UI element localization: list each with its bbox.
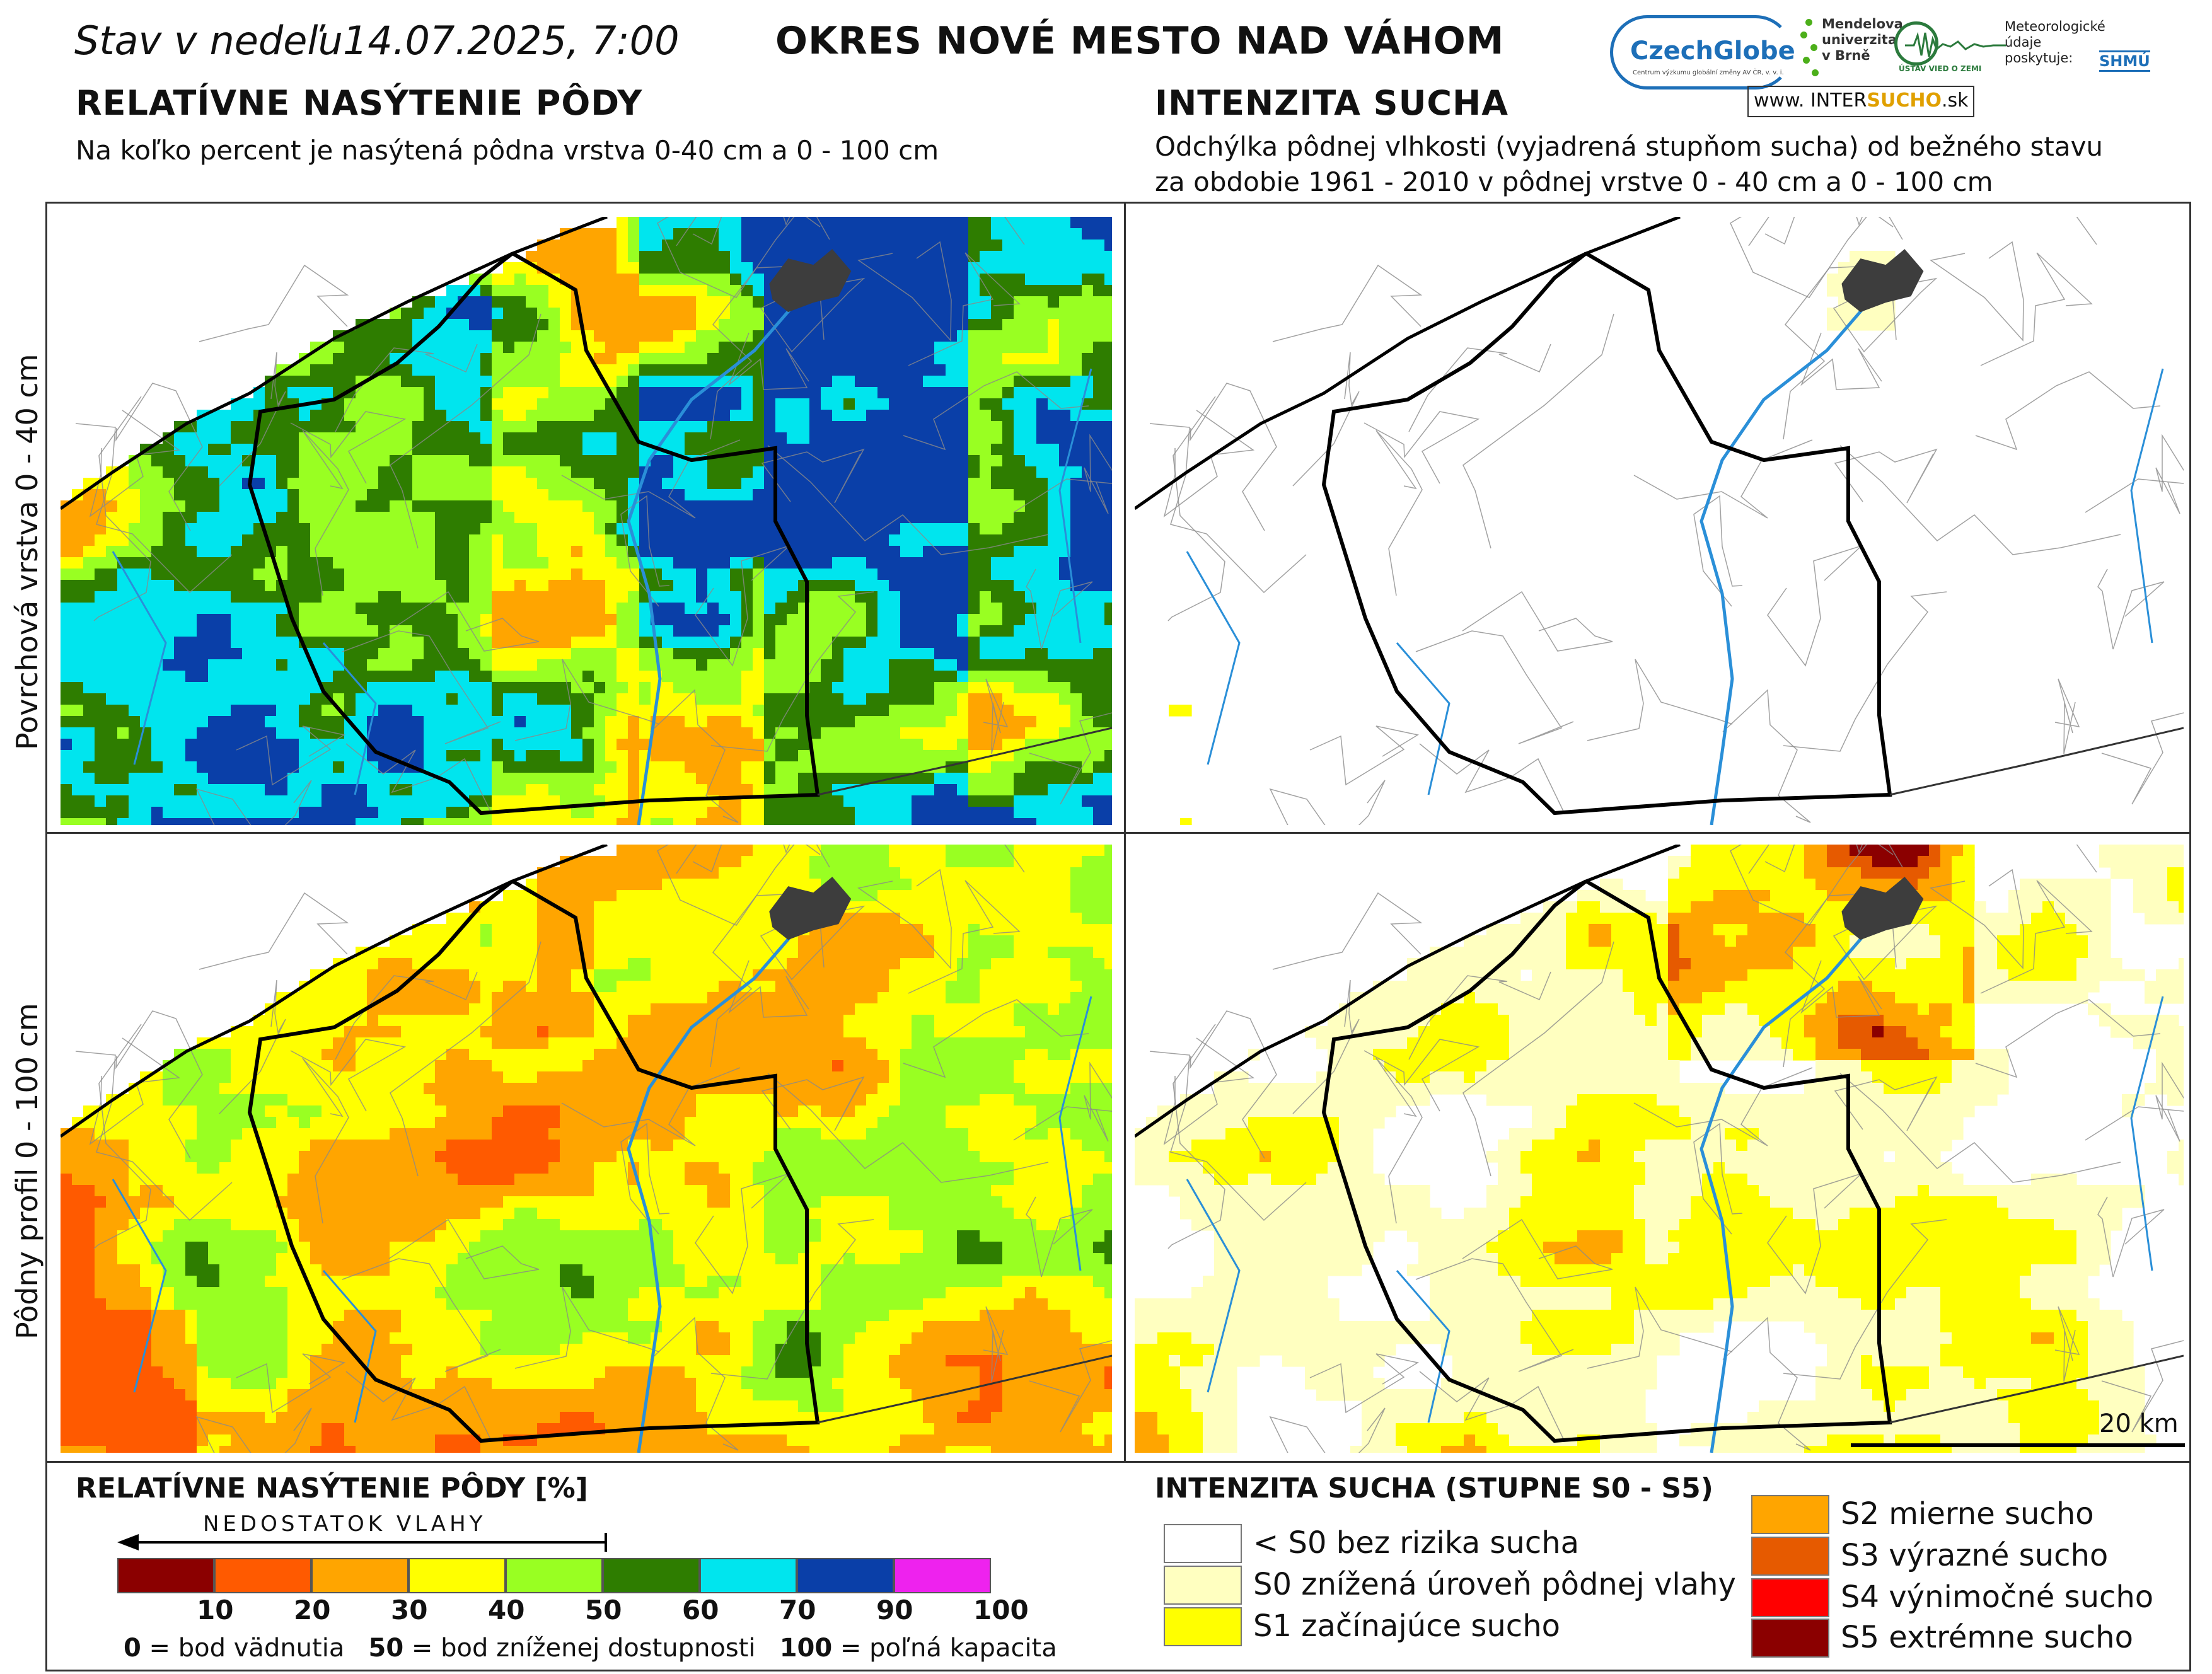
saturation-map-topsoil: [61, 217, 1112, 825]
saturation-legend-tick: 60: [682, 1595, 719, 1625]
saturation-legend-swatch: [408, 1558, 506, 1593]
saturation-map-profile: [61, 845, 1112, 1453]
saturation-legend-swatch: [214, 1558, 311, 1593]
scalebar-label: 20 km: [2099, 1409, 2179, 1438]
map-overlay: [1135, 845, 2184, 1453]
czechglobe-logo-text: CzechGlobe: [1630, 37, 1795, 66]
raster-layer: [1135, 845, 2184, 1453]
czechglobe-logo-icon: [1610, 15, 1793, 89]
deficit-arrow-label: NEDOSTATOK VLAHY: [203, 1511, 487, 1537]
czechglobe-logo-subtext: Centrum výzkumu globální změny AV ČR, v.…: [1633, 69, 1784, 76]
drought-legend-title: INTENZITA SUCHA (STUPNE S0 - S5): [1155, 1472, 1713, 1504]
drought-legend-label: S3 výrazné sucho: [1841, 1538, 2109, 1573]
partner-logos: CzechGlobe Centrum výzkumu globální změn…: [1607, 11, 2181, 122]
drought-legend-label: S5 extrémne sucho: [1841, 1620, 2133, 1655]
saturation-legend-swatch: [797, 1558, 894, 1593]
saturation-legend-tick: 20: [294, 1595, 331, 1625]
saturation-legend-tick: 90: [876, 1595, 913, 1625]
saturation-legend-swatch: [894, 1558, 991, 1593]
drought-title: INTENZITA SUCHA: [1155, 83, 1509, 123]
saturation-title: RELATÍVNE NASÝTENIE PÔDY: [76, 83, 643, 123]
drought-legend-label: S4 výnimočné sucho: [1841, 1579, 2154, 1615]
row-label-topsoil: Povrchová vrstva 0 - 40 cm: [10, 354, 44, 750]
panel-divider-legend: [45, 1461, 2191, 1463]
drought-legend-swatch: [1751, 1537, 1829, 1576]
seismograph-icon: [1905, 32, 2006, 57]
saturation-legend-swatch: [603, 1558, 700, 1593]
drought-legend-label: < S0 bez rizika sucha: [1253, 1525, 1580, 1561]
drought-legend-swatch: [1751, 1619, 1829, 1658]
map-overlay: [61, 845, 1112, 1453]
shmu-logo: SHMÚ: [2099, 50, 2150, 72]
drought-map-topsoil: [1135, 217, 2184, 825]
saturation-legend-tick: 10: [197, 1595, 234, 1625]
drought-legend-label: S2 mierne sucho: [1841, 1496, 2094, 1532]
saturation-legend-tick: 40: [488, 1595, 525, 1625]
saturation-subtitle: Na koľko percent je nasýtená pôdna vrstv…: [76, 135, 939, 166]
panel-frame: [45, 202, 2191, 1671]
map-overlay: [1135, 217, 2184, 825]
drought-legend-swatch: [1164, 1566, 1242, 1605]
district-title: OKRES NOVÉ MESTO NAD VÁHOM: [775, 19, 1505, 63]
mendelu-dots-icon: [1797, 18, 1822, 87]
row-label-profile: Pôdny profil 0 - 100 cm: [10, 1003, 44, 1339]
raster-layer: [61, 845, 1112, 1453]
deficit-arrow-icon: [117, 1533, 607, 1552]
date-value: 14.07.2025, 7:00: [342, 18, 680, 64]
raster-layer: [61, 217, 1112, 825]
usvz-logo-text: ÚSTAV VIED O ZEMI: [1899, 64, 1982, 73]
date-prefix: Stav v nedeľu: [74, 18, 343, 64]
drought-legend-label: S1 začínajúce sucho: [1253, 1608, 1560, 1644]
saturation-legend-title: RELATÍVNE NASÝTENIE PÔDY [%]: [76, 1472, 588, 1504]
saturation-legend-swatch: [506, 1558, 603, 1593]
panel-divider-middle: [45, 832, 2191, 834]
saturation-legend-notes: 0 = bod vädnutia 50 = bod zníženej dostu…: [124, 1634, 1057, 1663]
drought-legend-swatch: [1164, 1607, 1242, 1646]
saturation-legend-swatch: [700, 1558, 797, 1593]
drought-legend-label: S0 znížená úroveň pôdnej vlahy: [1253, 1567, 1736, 1602]
drought-map-profile: [1135, 845, 2184, 1453]
saturation-legend-tick: 100: [973, 1595, 1029, 1625]
saturation-legend-tick: 50: [585, 1595, 622, 1625]
drought-legend-swatch: [1164, 1524, 1242, 1563]
intersucho-logo: www. INTERSUCHO.sk: [1747, 86, 1974, 117]
meteo-provider-text: Meteorologické údaje poskytuje:: [2005, 19, 2105, 66]
drought-legend-swatch: [1751, 1495, 1829, 1534]
saturation-legend-swatch: [117, 1558, 214, 1593]
usvz-logo-icon: [1894, 21, 1938, 66]
drought-subtitle-2: za obdobie 1961 - 2010 v pôdnej vrstve 0…: [1155, 166, 1993, 197]
saturation-legend-tick: 70: [779, 1595, 816, 1625]
date-label: Stav v nedeľu14.07.2025, 7:00: [74, 18, 680, 64]
saturation-legend-tick: 30: [391, 1595, 428, 1625]
drought-subtitle-1: Odchýlka pôdnej vlhkosti (vyjadrená stup…: [1155, 131, 2104, 162]
saturation-legend-swatch: [311, 1558, 408, 1593]
scalebar: [1851, 1443, 2185, 1447]
mendelu-logo-text: Mendelova univerzita v Brně: [1822, 16, 1903, 63]
map-overlay: [61, 217, 1112, 825]
drought-legend-swatch: [1751, 1578, 1829, 1617]
